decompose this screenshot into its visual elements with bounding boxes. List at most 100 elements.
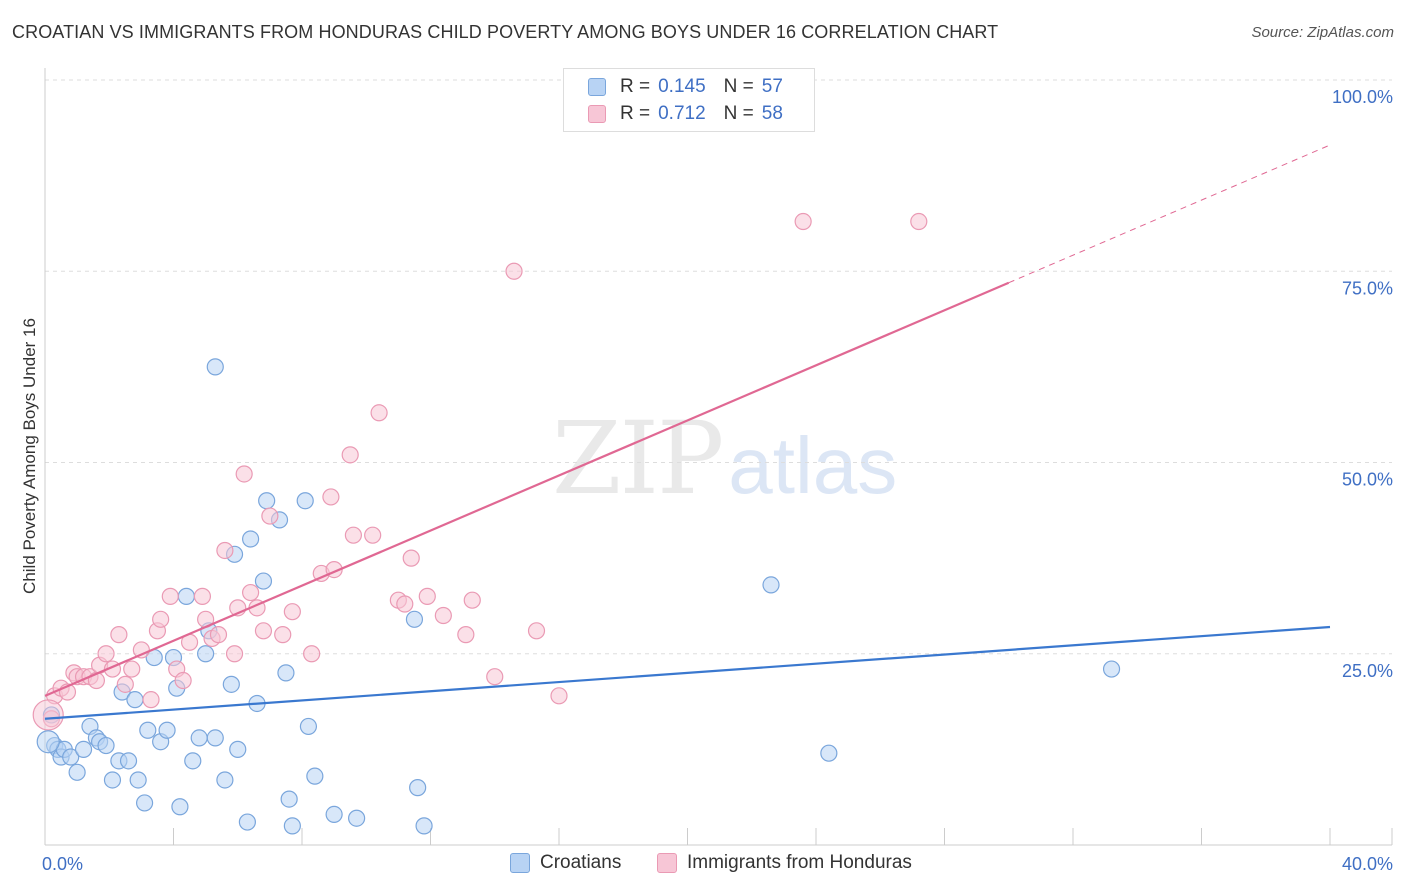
croatians-point [820,744,838,762]
legend-label-croatians: Croatians [540,852,622,873]
croatians-point [135,794,154,812]
n-label: N = [723,103,754,124]
croatians-point [139,721,157,739]
stats-row-croatians: R = 0.145 N = 57 [588,75,783,99]
honduras-point [110,626,128,644]
croatians-point [229,740,247,758]
honduras-trendline [44,281,1010,697]
croatians-point [325,805,343,824]
croatians-point [258,492,276,510]
x-tick-labels: 0.0% 40.0% [42,854,1393,874]
honduras-point [322,488,340,506]
honduras-point [457,626,475,644]
croatians-point [206,729,224,747]
series-legend: Croatians Immigrants from Honduras [0,852,1406,878]
honduras-point [193,587,212,605]
n-value: 58 [761,103,783,124]
honduras-point [216,541,234,560]
y-tick-labels: 100.0% 75.0% 50.0% 25.0% [1332,87,1393,681]
honduras-point [550,687,568,705]
croatians-point [348,809,366,827]
honduras-point [402,549,420,567]
honduras-point [225,645,244,663]
honduras-point [341,446,359,464]
y-tick-label: 50.0% [1342,470,1393,490]
honduras-point [505,262,523,280]
honduras-point [396,595,414,613]
honduras-point [794,212,812,231]
croatians-point [306,767,324,785]
chart-title: CROATIAN VS IMMIGRANTS FROM HONDURAS CHI… [12,22,999,42]
croatians-point [197,645,215,663]
honduras-point [209,626,228,644]
honduras-point [235,465,253,483]
y-tick-label: 100.0% [1332,87,1393,107]
croatians-point [280,790,298,808]
y-tick-label: 75.0% [1342,278,1393,298]
n-label: N = [723,76,754,97]
croatians-point [415,817,433,835]
honduras-point [910,212,928,231]
y-tick-label: 25.0% [1342,661,1393,681]
stats-row-honduras: R = 0.712 N = 58 [588,102,783,126]
croatians-point [68,763,86,781]
croatians-point [222,675,240,693]
n-value: 57 [761,76,783,97]
honduras-point [97,645,115,663]
croatians-point [171,798,189,816]
r-value: 0.712 [658,103,706,124]
croatians-point [277,664,295,682]
croatians-point [126,691,144,709]
croatians-point [190,729,208,747]
croatians-point [254,572,273,590]
data-points [32,212,1121,835]
croatians-point [296,492,314,510]
honduras-swatch [588,105,606,123]
source-label: Source: ZipAtlas.com [1251,24,1394,41]
stats-legend: R = 0.145 N = 57 R = 0.712 N = 58 [563,68,815,132]
honduras-point [370,404,388,422]
croatians-point [74,740,93,758]
croatians-point [97,736,115,755]
honduras-point [116,675,134,693]
croatians-point [184,752,202,770]
croatians-point [299,717,318,736]
honduras-point [344,526,362,544]
croatians-point [62,748,80,766]
honduras-point [161,587,179,605]
watermark-atlas: atlas [728,421,898,510]
x-ticks [44,828,1393,845]
croatians-point [762,576,780,594]
croatians-point [158,721,176,739]
watermark-zip: ZIP [552,400,724,517]
watermark: ZIPatlas [552,400,897,517]
honduras-point [142,691,160,709]
y-axis-label: Child Poverty Among Boys Under 16 [20,318,39,594]
honduras-point [261,507,279,525]
croatians-point [1102,660,1121,678]
croatians-point [409,779,427,797]
croatians-point [405,610,424,628]
croatians-point [216,771,234,789]
honduras-point [283,603,301,621]
honduras-point [152,610,170,628]
croatians-swatch [588,78,606,96]
legend-item-honduras[interactable]: Immigrants from Honduras [657,852,912,874]
honduras-point [486,668,504,686]
honduras-point [254,622,273,640]
croatians-point [242,530,260,548]
honduras-point [242,583,260,602]
croatians-point [283,817,301,835]
honduras-point [364,526,382,544]
grid-lines [45,79,1392,655]
trend-lines [44,144,1331,720]
honduras-point [434,606,452,625]
r-label: R = [620,103,651,124]
legend-item-croatians[interactable]: Croatians [510,852,621,874]
honduras-point [463,591,481,609]
croatians-legend-swatch [510,853,530,873]
croatians-point [206,358,224,376]
croatians-point [36,730,60,754]
honduras-legend-swatch [657,853,677,873]
